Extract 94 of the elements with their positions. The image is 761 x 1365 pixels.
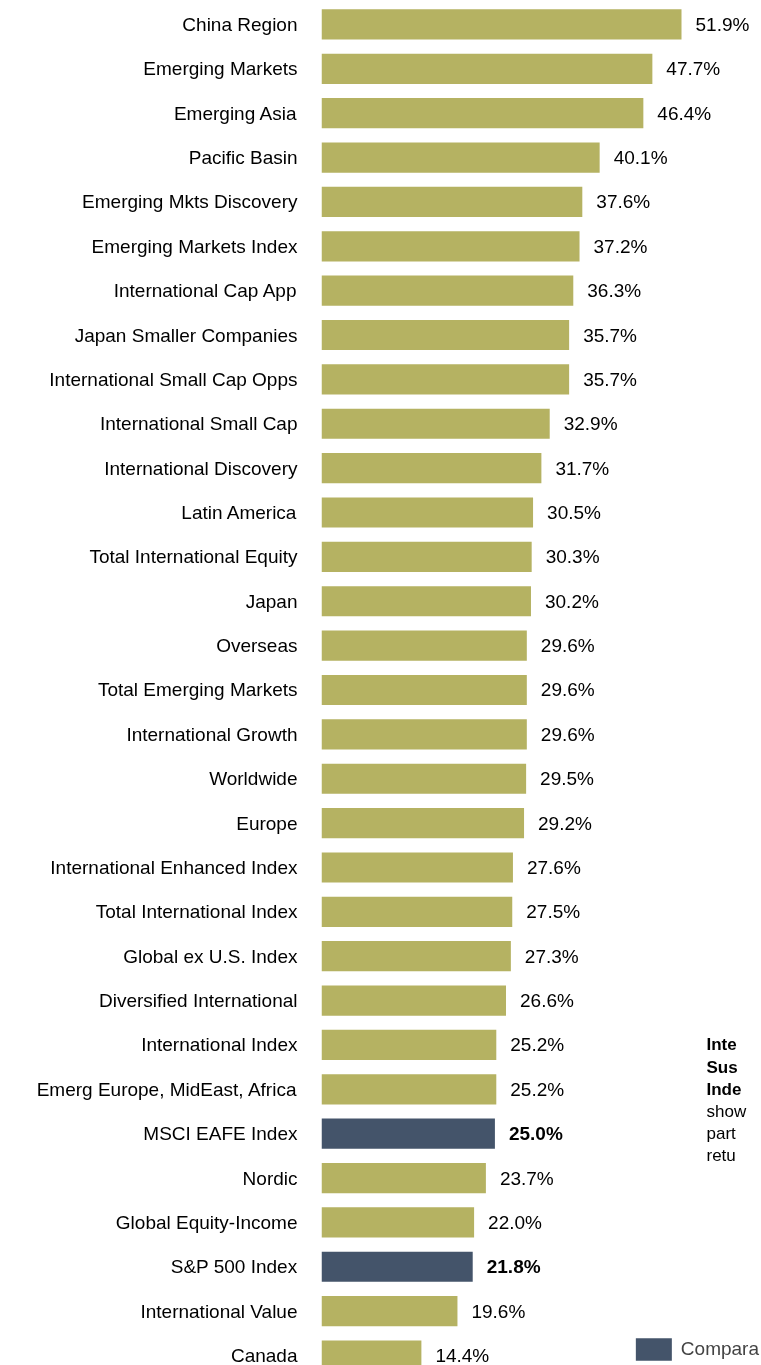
data-label: 35.7% — [583, 324, 638, 346]
y-tick-label: International Discovery — [104, 457, 298, 479]
y-tick-label: Nordic — [242, 1167, 298, 1189]
bar — [321, 1296, 458, 1327]
y-tick-label: MSCI EAFE Index — [143, 1123, 298, 1145]
data-label: 21.8% — [486, 1256, 541, 1278]
y-tick-label: Global Equity-Income — [115, 1211, 298, 1233]
bar — [321, 1029, 497, 1061]
y-tick-label: S&P 500 Index — [170, 1256, 298, 1278]
bar — [321, 142, 600, 173]
bar — [321, 674, 527, 706]
bar — [321, 852, 513, 883]
bar — [321, 1118, 495, 1149]
y-tick-label: Worldwide — [209, 768, 298, 790]
bar — [321, 1162, 486, 1194]
bar — [321, 186, 583, 218]
y-tick-label: Latin America — [181, 502, 297, 524]
bar — [321, 896, 513, 927]
data-label: 46.4% — [657, 102, 712, 124]
y-tick-label: International Small Cap — [100, 413, 298, 435]
data-label: 29.6% — [540, 723, 595, 745]
bar — [321, 9, 682, 40]
bar — [321, 275, 574, 306]
data-label: 23.7% — [499, 1167, 554, 1189]
bar — [321, 453, 542, 484]
data-label: 25.2% — [510, 1078, 565, 1100]
y-tick-label: International Growth — [126, 723, 298, 745]
y-tick-label: Emerging Asia — [173, 102, 297, 124]
y-tick-label: International Value — [140, 1300, 298, 1322]
y-tick-label: Japan Smaller Companies — [74, 324, 298, 346]
bar — [321, 319, 570, 351]
data-label: 25.0% — [508, 1123, 563, 1145]
bar — [321, 98, 644, 129]
data-label: 35.7% — [583, 368, 638, 390]
y-tick-label: Total International Equity — [89, 546, 298, 568]
y-tick-label: Global ex U.S. Index — [123, 945, 298, 967]
y-tick-label: Japan — [245, 590, 298, 612]
data-label: 30.2% — [544, 590, 599, 612]
y-tick-label: Pacific Basin — [188, 147, 298, 169]
y-tick-label: International Cap App — [113, 280, 297, 302]
bar — [321, 1251, 473, 1282]
data-label: 22.0% — [488, 1211, 543, 1233]
y-tick-label: Overseas — [216, 635, 298, 657]
data-label: 36.3% — [587, 280, 642, 302]
bar — [321, 941, 511, 972]
legend-label: Compara — [680, 1338, 759, 1360]
data-label: 27.6% — [526, 856, 581, 878]
y-tick-label: Emerging Markets Index — [91, 235, 298, 257]
bar — [321, 231, 580, 262]
bar — [321, 808, 525, 839]
y-tick-label: Total International Index — [95, 901, 298, 923]
bar — [321, 1074, 497, 1105]
y-tick-label: Emerg Europe, MidEast, Africa — [36, 1078, 297, 1100]
data-label: 26.6% — [520, 990, 574, 1012]
data-label: 51.9% — [695, 13, 750, 35]
data-label: 40.1% — [613, 147, 668, 169]
bar — [321, 408, 550, 439]
y-tick-label: Europe — [236, 812, 298, 834]
data-label: 27.5% — [526, 901, 581, 923]
data-label: 30.3% — [545, 546, 600, 568]
bar — [321, 985, 507, 1016]
bar — [321, 630, 527, 661]
y-tick-label: Emerging Markets — [143, 58, 298, 80]
y-tick-label: Emerging Mkts Discovery — [82, 191, 298, 213]
data-label: 29.6% — [540, 635, 595, 657]
data-label: 47.7% — [666, 58, 721, 80]
bar — [321, 53, 653, 84]
y-tick-label: International Index — [141, 1034, 298, 1056]
data-label: 37.6% — [596, 191, 651, 213]
text: show part retu — [706, 1101, 747, 1166]
bar — [321, 497, 534, 528]
bar — [321, 1207, 475, 1238]
y-tick-label: Diversified International — [98, 990, 298, 1012]
y-tick-label: International Small Cap Opps — [49, 368, 298, 390]
bar — [321, 541, 532, 572]
bar — [321, 763, 527, 794]
data-label: 29.6% — [540, 679, 595, 701]
data-label: 19.6% — [471, 1300, 526, 1322]
y-tick-label: China Region — [182, 13, 298, 35]
y-tick-label: Total Emerging Markets — [97, 679, 298, 701]
data-label: 30.5% — [547, 502, 602, 524]
data-label: 29.5% — [540, 768, 595, 790]
bar — [321, 719, 527, 750]
data-label: 37.2% — [593, 235, 648, 257]
y-tick-label: Canada — [230, 1344, 298, 1365]
y-tick-label: International Enhanced Index — [50, 856, 298, 878]
bar — [321, 586, 531, 617]
data-label: 32.9% — [563, 413, 618, 435]
data-label: 31.7% — [555, 457, 610, 479]
data-label: 25.2% — [510, 1034, 565, 1056]
data-label: 14.4% — [435, 1345, 490, 1365]
data-label: 27.3% — [524, 945, 579, 967]
data-label: 29.2% — [538, 812, 593, 834]
bar — [321, 364, 570, 395]
